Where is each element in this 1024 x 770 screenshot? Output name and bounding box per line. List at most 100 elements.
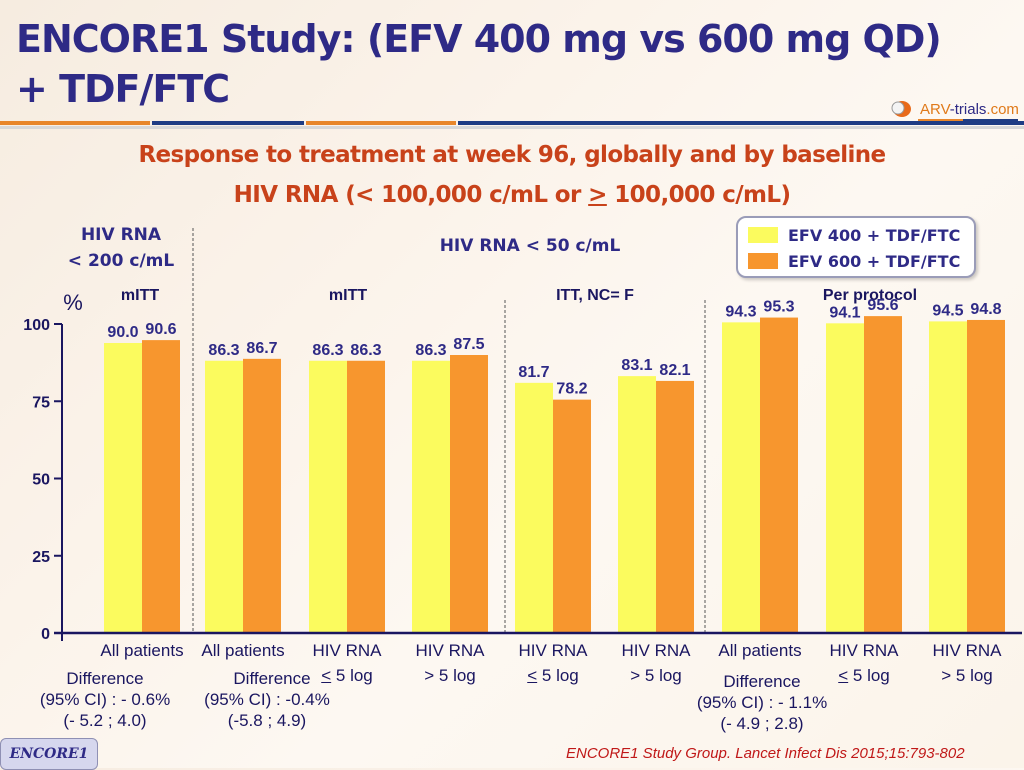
bar-efv600-2 xyxy=(347,360,385,633)
bar-efv600-3 xyxy=(450,355,488,633)
legend-item-efv400: EFV 400 + TDF/FTC xyxy=(748,225,960,245)
bar-efv400-8 xyxy=(929,321,967,633)
value-label: 94.8 xyxy=(970,301,1001,318)
bar-efv600-4 xyxy=(553,399,591,633)
value-label: 78.2 xyxy=(556,381,587,398)
header-rule xyxy=(0,121,1024,125)
legend-label-efv600: EFV 600 + TDF/FTC xyxy=(788,251,961,271)
difference-2-line-1: Difference xyxy=(233,669,311,688)
bar-efv600-8 xyxy=(967,319,1005,633)
x-tick-label-line-2: > 5 log xyxy=(424,666,476,685)
y-axis-label: % xyxy=(63,290,83,315)
x-tick-label-line-2: > 5 log xyxy=(630,666,682,685)
difference-1-line-1: Difference xyxy=(66,669,144,688)
value-label: 95.6 xyxy=(867,297,898,314)
value-label: 90.0 xyxy=(107,324,138,341)
bar-efv600-0 xyxy=(142,340,180,633)
bar-efv400-2 xyxy=(309,360,347,633)
x-tick-label-line-1: HIV RNA xyxy=(312,641,382,660)
x-tick-label-line-2: > 5 log xyxy=(941,666,993,685)
logo-text: ARV-trials.com xyxy=(920,101,1019,118)
x-tick-label-line-1: All patients xyxy=(100,641,184,660)
difference-block-2: Difference (95% CI) : -0.4% (-5.8 ; 4.9) xyxy=(192,668,342,731)
value-label: 94.3 xyxy=(725,303,756,320)
difference-block-1: Difference (95% CI) : - 0.6% (- 5.2 ; 4.… xyxy=(30,668,180,731)
bar-efv600-5 xyxy=(656,380,694,633)
x-tick-label: HIV RNA > 5 log xyxy=(601,641,711,686)
x-tick-label: All patients xyxy=(705,641,815,661)
chart-subtitle-line-1: Response to treatment at week 96, global… xyxy=(138,142,886,168)
chart-subtitle-line-2: HIV RNA (< 100,000 c/mL or > 100,000 c/m… xyxy=(0,182,1024,208)
x-tick-label: HIV RNA < 5 log xyxy=(292,641,402,686)
y-tick-label: 50 xyxy=(32,472,50,489)
x-tick-label-line-2: < 5 log xyxy=(321,666,373,685)
bar-efv600-6 xyxy=(760,317,798,633)
difference-3-line-2: (95% CI) : - 1.1% xyxy=(696,693,828,712)
y-tick-label: 25 xyxy=(32,549,50,566)
subtitle-part-a: HIV RNA (< 100,000 c/mL or xyxy=(233,182,589,208)
value-label: 82.1 xyxy=(659,362,690,379)
x-tick-label-line-2: < 5 log xyxy=(838,666,890,685)
difference-2-line-3: (-5.8 ; 4.9) xyxy=(227,711,307,730)
x-tick-label-line-1: HIV RNA xyxy=(621,641,691,660)
x-tick-label-line-1: HIV RNA xyxy=(829,641,899,660)
difference-3-line-1: Difference xyxy=(723,672,801,691)
x-tick-label-line-1: HIV RNA xyxy=(518,641,588,660)
difference-1-line-3: (- 5.2 ; 4.0) xyxy=(63,711,147,730)
legend-swatch-efv400 xyxy=(748,227,778,243)
value-label: 94.5 xyxy=(932,302,963,319)
value-label: 83.1 xyxy=(621,357,652,374)
x-tick-label-line-1: All patients xyxy=(201,641,285,660)
x-tick-label-line-1: All patients xyxy=(718,641,802,660)
value-label: 94.1 xyxy=(829,304,860,321)
legend-label-efv400: EFV 400 + TDF/FTC xyxy=(788,225,961,245)
section-header-hiv-200-line-2: < 200 c/mL xyxy=(67,251,175,271)
x-tick-label-line-1: HIV RNA xyxy=(932,641,1002,660)
value-label: 86.3 xyxy=(208,342,239,359)
subtitle-ge-symbol: > xyxy=(588,182,607,208)
section-header-hiv-200: HIV RNA < 200 c/mL xyxy=(56,222,186,274)
bar-efv400-1 xyxy=(205,360,243,633)
x-tick-label-line-1: HIV RNA xyxy=(415,641,485,660)
section-header-hiv-50: HIV RNA < 50 c/mL xyxy=(439,236,621,256)
logo-text-trials: -trials xyxy=(949,101,987,118)
difference-3-line-3: (- 4.9 ; 2.8) xyxy=(720,714,804,733)
legend-swatch-efv600 xyxy=(748,253,778,269)
x-tick-label: HIV RNA < 5 log xyxy=(498,641,608,686)
difference-2-line-2: (95% CI) : -0.4% xyxy=(204,690,330,709)
value-label: 95.3 xyxy=(763,299,794,316)
citation: ENCORE1 Study Group. Lancet Infect Dis 2… xyxy=(566,745,965,762)
x-tick-label: All patients xyxy=(188,641,298,661)
value-label: 87.5 xyxy=(453,336,484,353)
chart-legend: EFV 400 + TDF/FTC EFV 600 + TDF/FTC xyxy=(736,216,976,278)
value-label: 81.7 xyxy=(518,364,549,381)
bar-efv400-5 xyxy=(618,376,656,633)
logo-text-arv: ARV xyxy=(920,101,950,118)
bar-efv400-4 xyxy=(515,382,553,633)
bar-efv600-7 xyxy=(864,316,902,633)
y-tick-label: 75 xyxy=(32,394,50,411)
y-tick-label: 100 xyxy=(23,317,50,334)
value-label: 86.3 xyxy=(415,342,446,359)
section-header-hiv-200-line-1: HIV RNA xyxy=(80,225,162,245)
group-label-mitt-200: mITT xyxy=(120,287,160,304)
value-label: 90.6 xyxy=(145,321,176,338)
difference-1-line-2: (95% CI) : - 0.6% xyxy=(39,690,171,709)
header-rule-shadow xyxy=(0,126,1024,129)
title-line-1: ENCORE1 Study: (EFV 400 mg vs 600 mg QD) xyxy=(16,17,942,61)
bar-efv400-6 xyxy=(722,322,760,633)
bar-efv600-1 xyxy=(243,358,281,633)
x-tick-label: All patients xyxy=(87,641,197,661)
legend-item-efv600: EFV 600 + TDF/FTC xyxy=(748,251,960,271)
bar-efv400-3 xyxy=(412,360,450,633)
subtitle-part-b: 100,000 c/mL) xyxy=(606,182,791,208)
group-label-mitt-50: mITT xyxy=(328,287,368,304)
x-tick-label: HIV RNA < 5 log xyxy=(809,641,919,686)
y-tick-label: 0 xyxy=(41,626,50,643)
bar-efv400-0 xyxy=(104,343,142,633)
arv-trials-logo-icon xyxy=(891,101,1018,121)
encore1-badge: ENCORE1 xyxy=(0,738,98,770)
bar-efv400-7 xyxy=(826,323,864,633)
x-tick-label: HIV RNA > 5 log xyxy=(395,641,505,686)
